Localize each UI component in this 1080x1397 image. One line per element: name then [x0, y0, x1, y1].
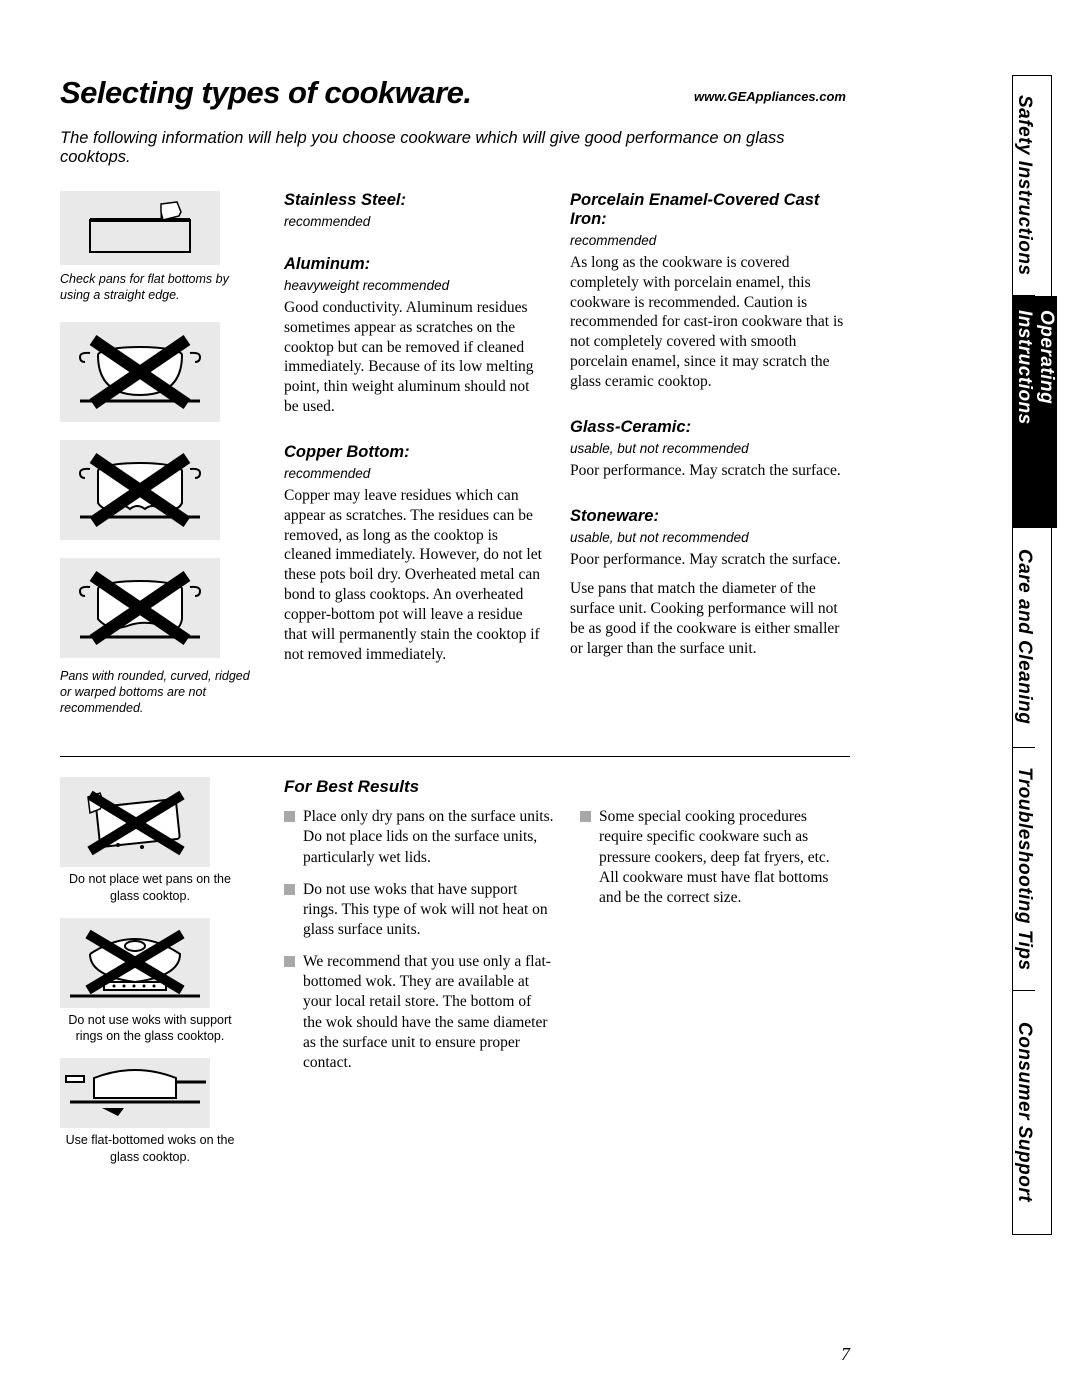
side-tab-strip: Safety Instructions Operating Instructio… [1012, 75, 1052, 1235]
left-illustration-column: Check pans for flat bottoms by using a s… [60, 191, 258, 716]
straight-edge-caption: Check pans for flat bottoms by using a s… [60, 271, 258, 304]
best-results-heading: For Best Results [284, 777, 850, 797]
bullet-text: We recommend that you use only a flat-bo… [303, 952, 554, 1073]
top-section: Check pans for flat bottoms by using a s… [60, 191, 850, 716]
side-tab-safety[interactable]: Safety Instructions [1013, 76, 1035, 296]
cross-icon [85, 332, 195, 412]
bullet-square-icon [284, 956, 295, 967]
stoneware-rec: usable, but not recommended [570, 530, 850, 545]
copper-rec: recommended [284, 466, 544, 481]
bullet-item: Do not use woks that have support rings.… [284, 880, 554, 940]
pot-rounded-illustration [60, 322, 220, 422]
page-title: Selecting types of cookware. [60, 75, 472, 111]
straight-edge-illustration [60, 191, 220, 265]
page-content: Selecting types of cookware. www.GEAppli… [60, 75, 850, 1345]
section-divider [60, 756, 850, 757]
aluminum-body: Good conductivity. Aluminum residues som… [284, 298, 544, 417]
header-url: www.GEAppliances.com [694, 89, 846, 104]
stoneware-heading: Stoneware: [570, 507, 850, 526]
side-tab-care[interactable]: Care and Cleaning [1013, 528, 1035, 748]
wok-ring-caption: Do not use woks with support rings on th… [60, 1012, 240, 1045]
bullet-item: We recommend that you use only a flat-bo… [284, 952, 554, 1073]
copper-heading: Copper Bottom: [284, 443, 544, 462]
flat-wok-illustration [60, 1058, 210, 1128]
aluminum-heading: Aluminum: [284, 255, 544, 274]
side-tab-operating[interactable]: Operating Instructions [1013, 296, 1057, 528]
intro-text: The following information will help you … [60, 129, 850, 167]
flat-wok-caption: Use flat-bottomed woks on the glass cook… [60, 1132, 240, 1165]
results-col-left: Place only dry pans on the surface units… [284, 807, 554, 1085]
wet-pan-illustration [60, 777, 210, 867]
copper-body: Copper may leave residues which can appe… [284, 486, 544, 664]
pot-ridged-illustration [60, 440, 220, 540]
pot-warped-illustration [60, 558, 220, 658]
wok-ring-illustration [60, 918, 210, 1008]
bottom-section: Do not place wet pans on the glass cookt… [60, 777, 850, 1179]
stainless-heading: Stainless Steel: [284, 191, 544, 210]
right-column: Porcelain Enamel-Covered Cast Iron: reco… [570, 191, 850, 716]
stoneware-body-1: Poor performance. May scratch the surfac… [570, 550, 850, 570]
pot-caption: Pans with rounded, curved, ridged or war… [60, 668, 258, 717]
bullet-item: Some special cooking procedures require … [580, 807, 850, 908]
header-row: Selecting types of cookware. www.GEAppli… [60, 75, 850, 111]
bullet-square-icon [284, 811, 295, 822]
glass-ceramic-rec: usable, but not recommended [570, 441, 850, 456]
glass-ceramic-body: Poor performance. May scratch the surfac… [570, 461, 850, 481]
page-number: 7 [841, 1344, 850, 1365]
bottom-right-column: For Best Results Place only dry pans on … [284, 777, 850, 1179]
best-results-columns: Place only dry pans on the surface units… [284, 807, 850, 1085]
bullet-text: Place only dry pans on the surface units… [303, 807, 554, 867]
porcelain-rec: recommended [570, 233, 850, 248]
stainless-rec: recommended [284, 214, 544, 229]
cross-icon [85, 450, 195, 530]
bullet-text: Some special cooking procedures require … [599, 807, 850, 908]
side-tab-consumer[interactable]: Consumer Support [1013, 991, 1035, 1234]
side-tab-troubleshooting[interactable]: Troubleshooting Tips [1013, 748, 1035, 991]
glass-ceramic-heading: Glass-Ceramic: [570, 418, 850, 437]
bullet-item: Place only dry pans on the surface units… [284, 807, 554, 867]
stoneware-body-2: Use pans that match the diameter of the … [570, 579, 850, 658]
bottom-left-column: Do not place wet pans on the glass cookt… [60, 777, 262, 1179]
results-col-right: Some special cooking procedures require … [580, 807, 850, 1085]
bullet-square-icon [284, 884, 295, 895]
aluminum-rec: heavyweight recommended [284, 278, 544, 293]
bullet-square-icon [580, 811, 591, 822]
porcelain-body: As long as the cookware is covered compl… [570, 253, 850, 392]
bullet-text: Do not use woks that have support rings.… [303, 880, 554, 940]
wet-pan-caption: Do not place wet pans on the glass cookt… [60, 871, 240, 904]
porcelain-heading: Porcelain Enamel-Covered Cast Iron: [570, 191, 850, 229]
cross-icon [85, 568, 195, 648]
middle-column: Stainless Steel: recommended Aluminum: h… [284, 191, 544, 716]
